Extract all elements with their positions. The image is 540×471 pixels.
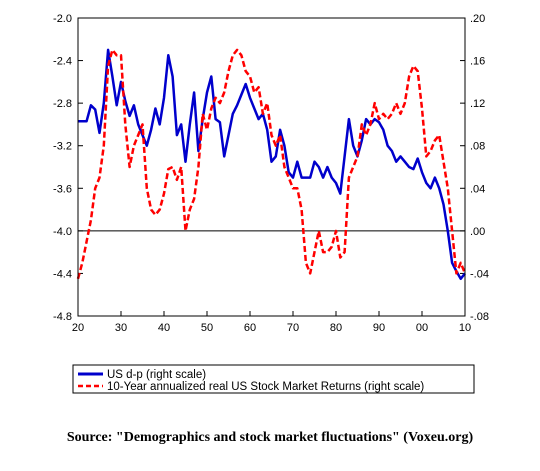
chart: -2.0 -2.4 -2.8 -3.2 -3.6 -4.0 -4.4 -4.8 .20 .16.… xyxy=(53,13,489,394)
series-line-stock-returns xyxy=(76,48,467,280)
plot-frame xyxy=(77,17,466,317)
x-axis-tick-label: 50 xyxy=(201,322,213,334)
x-axis-tick-label: 70 xyxy=(287,322,299,334)
right-axis-tick-label: .16 xyxy=(470,56,485,68)
right-axis-ticks: .20 .16 .12 .08 .04 .00 -.04 -.08 xyxy=(460,13,489,323)
x-axis-tick-label: 40 xyxy=(158,322,170,334)
left-axis-tick-label: -2.0 xyxy=(53,13,72,25)
x-axis-tick-label: 30 xyxy=(115,322,127,334)
x-axis-ticks: 20 30 40 50 60 70 80 90 00 10 xyxy=(72,311,471,334)
right-axis-tick-label: .08 xyxy=(470,141,485,153)
right-axis-tick-label: .12 xyxy=(470,98,485,110)
left-axis-tick-label: -2.4 xyxy=(53,56,72,68)
series-lines xyxy=(76,48,467,281)
x-axis-tick-label: 80 xyxy=(330,322,342,334)
left-axis-tick-label: -4.0 xyxy=(53,226,72,238)
left-axis-tick-label: -3.6 xyxy=(53,183,72,195)
left-axis-tick-label: -4.8 xyxy=(53,311,72,323)
x-axis-tick-label: 20 xyxy=(72,322,84,334)
right-axis-tick-label: .00 xyxy=(470,226,485,238)
left-axis-ticks: -2.0 -2.4 -2.8 -3.2 -3.6 -4.0 -4.4 -4.8 xyxy=(53,13,83,323)
left-axis-tick-label: -2.8 xyxy=(53,98,72,110)
x-axis-tick-label: 60 xyxy=(244,322,256,334)
x-axis-tick-label: 90 xyxy=(373,322,385,334)
legend-label-stock-returns: 10-Year annualized real US Stock Market … xyxy=(107,381,424,393)
right-axis-tick-label: -.04 xyxy=(470,268,489,280)
right-axis-tick-label: .20 xyxy=(470,13,485,25)
series-line-us-dp xyxy=(78,48,466,281)
right-axis-tick-label: -.08 xyxy=(470,311,489,323)
left-axis-tick-label: -3.2 xyxy=(53,141,72,153)
left-axis-tick-label: -4.4 xyxy=(53,268,72,280)
legend: US d-p (right scale) 10-Year annualized … xyxy=(72,364,475,394)
x-axis-tick-label: 10 xyxy=(459,322,471,334)
x-axis-tick-label: 00 xyxy=(416,322,428,334)
legend-box xyxy=(72,364,475,394)
right-axis-tick-label: .04 xyxy=(470,183,485,195)
legend-label-us-dp: US d-p (right scale) xyxy=(107,369,206,381)
source-caption: Source: "Demographics and stock market f… xyxy=(66,430,474,445)
